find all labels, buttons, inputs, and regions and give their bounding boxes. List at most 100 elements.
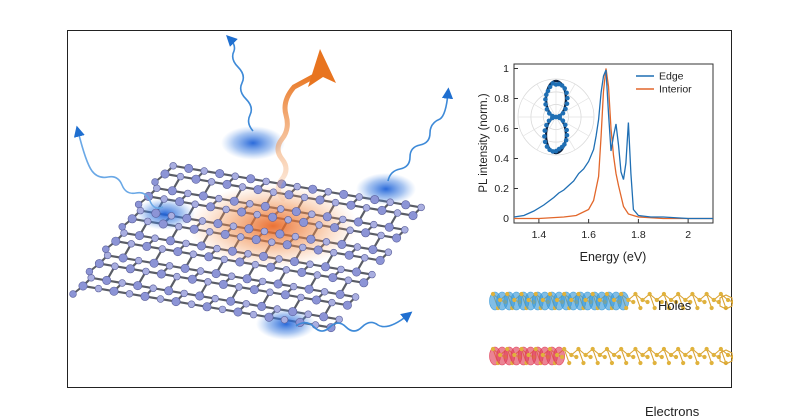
- lattice-atoms: [69, 162, 425, 333]
- lattice-atom: [275, 229, 285, 239]
- electrons-density-strip: [489, 346, 733, 366]
- strip-atom: [690, 346, 695, 352]
- strip-atom: [683, 352, 688, 358]
- lattice-atom: [233, 307, 243, 317]
- lattice-atom: [215, 194, 223, 203]
- strip-atom: [673, 299, 679, 305]
- strip-atom: [676, 291, 681, 297]
- y-tick-label: 0.8: [494, 93, 509, 105]
- strip-atom: [709, 360, 714, 366]
- lattice-atom: [125, 290, 134, 298]
- strip-atom: [574, 354, 579, 360]
- lattice-atom: [249, 285, 259, 295]
- strip-atom: [688, 299, 693, 305]
- y-tick-label: 0.2: [494, 183, 509, 195]
- lattice-atom: [180, 263, 190, 273]
- strip-atom: [619, 346, 624, 352]
- inset-data-point: [553, 114, 559, 120]
- lattice-atom: [277, 205, 285, 213]
- strip-atom: [638, 360, 643, 366]
- lattice-atom: [417, 203, 425, 212]
- strip-atom: [533, 346, 538, 352]
- strip-atom: [702, 299, 707, 305]
- lattice-atom: [368, 270, 376, 279]
- strip-atom: [725, 352, 731, 358]
- lattice-atom: [328, 298, 336, 307]
- inset-data-point: [547, 147, 552, 153]
- blue-edge-glow: [356, 173, 416, 205]
- inset-data-point: [547, 111, 552, 116]
- strip-atom: [519, 291, 524, 297]
- lattice-atom: [290, 257, 300, 267]
- x-tick-label: 1.8: [631, 229, 646, 241]
- lattice-atom: [229, 196, 239, 206]
- x-tick-label: 1.4: [532, 229, 547, 241]
- strip-atom: [711, 352, 716, 358]
- lattice-atom: [244, 250, 252, 258]
- strip-atom: [626, 352, 631, 358]
- lattice-atom: [320, 288, 329, 296]
- lattice-atom: [182, 239, 190, 248]
- lattice-atom: [282, 240, 292, 250]
- lattice-atom: [268, 212, 278, 222]
- strip-atom: [631, 354, 636, 360]
- inset-data-point: [544, 92, 549, 97]
- strip-atom: [519, 346, 524, 352]
- polarization-inset: [517, 78, 595, 156]
- lattice-atom: [211, 294, 219, 303]
- strip-atom: [631, 299, 636, 305]
- strip-atom: [611, 352, 617, 358]
- lattice-atom: [335, 289, 345, 299]
- lattice-atom: [142, 241, 152, 251]
- lattice-atom: [169, 162, 177, 170]
- lattice-atom: [69, 290, 77, 298]
- lattice-atom: [218, 305, 227, 314]
- lattice-atom: [384, 248, 393, 256]
- inset-data-point: [553, 148, 559, 154]
- strip-atom: [512, 352, 517, 358]
- strip-atom: [540, 297, 545, 303]
- strip-atom: [681, 305, 686, 311]
- strip-atom: [659, 299, 664, 305]
- lattice-atom: [361, 254, 369, 262]
- lattice-atom: [160, 169, 170, 179]
- inset-data-point: [543, 102, 548, 107]
- inset-data-point: [563, 106, 568, 112]
- lattice-atom: [315, 195, 325, 205]
- strip-atom: [702, 354, 707, 360]
- strip-atom: [562, 291, 567, 297]
- strip-atom: [562, 346, 567, 352]
- y-axis-label: PL intensity (norm.): [478, 93, 490, 192]
- lattice-atom: [308, 184, 318, 194]
- strip-atom: [597, 352, 602, 358]
- lattice-atom: [370, 195, 380, 205]
- lattice-atom: [228, 246, 238, 256]
- lattice-atom: [176, 172, 185, 181]
- lattice-atom: [377, 205, 387, 215]
- strip-atom: [718, 291, 723, 297]
- inset-data-point: [542, 139, 548, 145]
- strip-atom: [633, 291, 638, 297]
- lattice-atom: [322, 212, 332, 222]
- strip-atom: [498, 297, 503, 303]
- lattice-atom: [218, 279, 228, 289]
- orange-arrowhead: [308, 49, 336, 87]
- lattice-atom: [306, 260, 314, 268]
- lattice-atom: [299, 217, 309, 227]
- emission-wave-arrow: [295, 311, 413, 332]
- lattice-atom: [184, 163, 194, 173]
- lattice-atom: [158, 219, 168, 229]
- figure-frame: 1.4 1.6 1.8 2 0 0.2 0.4 0.6 0.8 1 Edge Interior En…: [67, 30, 733, 419]
- lattice-atom: [289, 282, 298, 291]
- inset-data-point: [542, 134, 547, 139]
- strip-atom: [595, 360, 600, 366]
- strip-atom: [533, 291, 538, 297]
- lattice-atom: [251, 260, 260, 269]
- emission-wave-arrow: [226, 35, 254, 132]
- strip-atom: [619, 291, 624, 297]
- lattice-atom: [313, 245, 323, 255]
- lattice-atom: [231, 172, 239, 180]
- lattice-atom: [237, 207, 247, 217]
- strip-atom: [609, 360, 615, 366]
